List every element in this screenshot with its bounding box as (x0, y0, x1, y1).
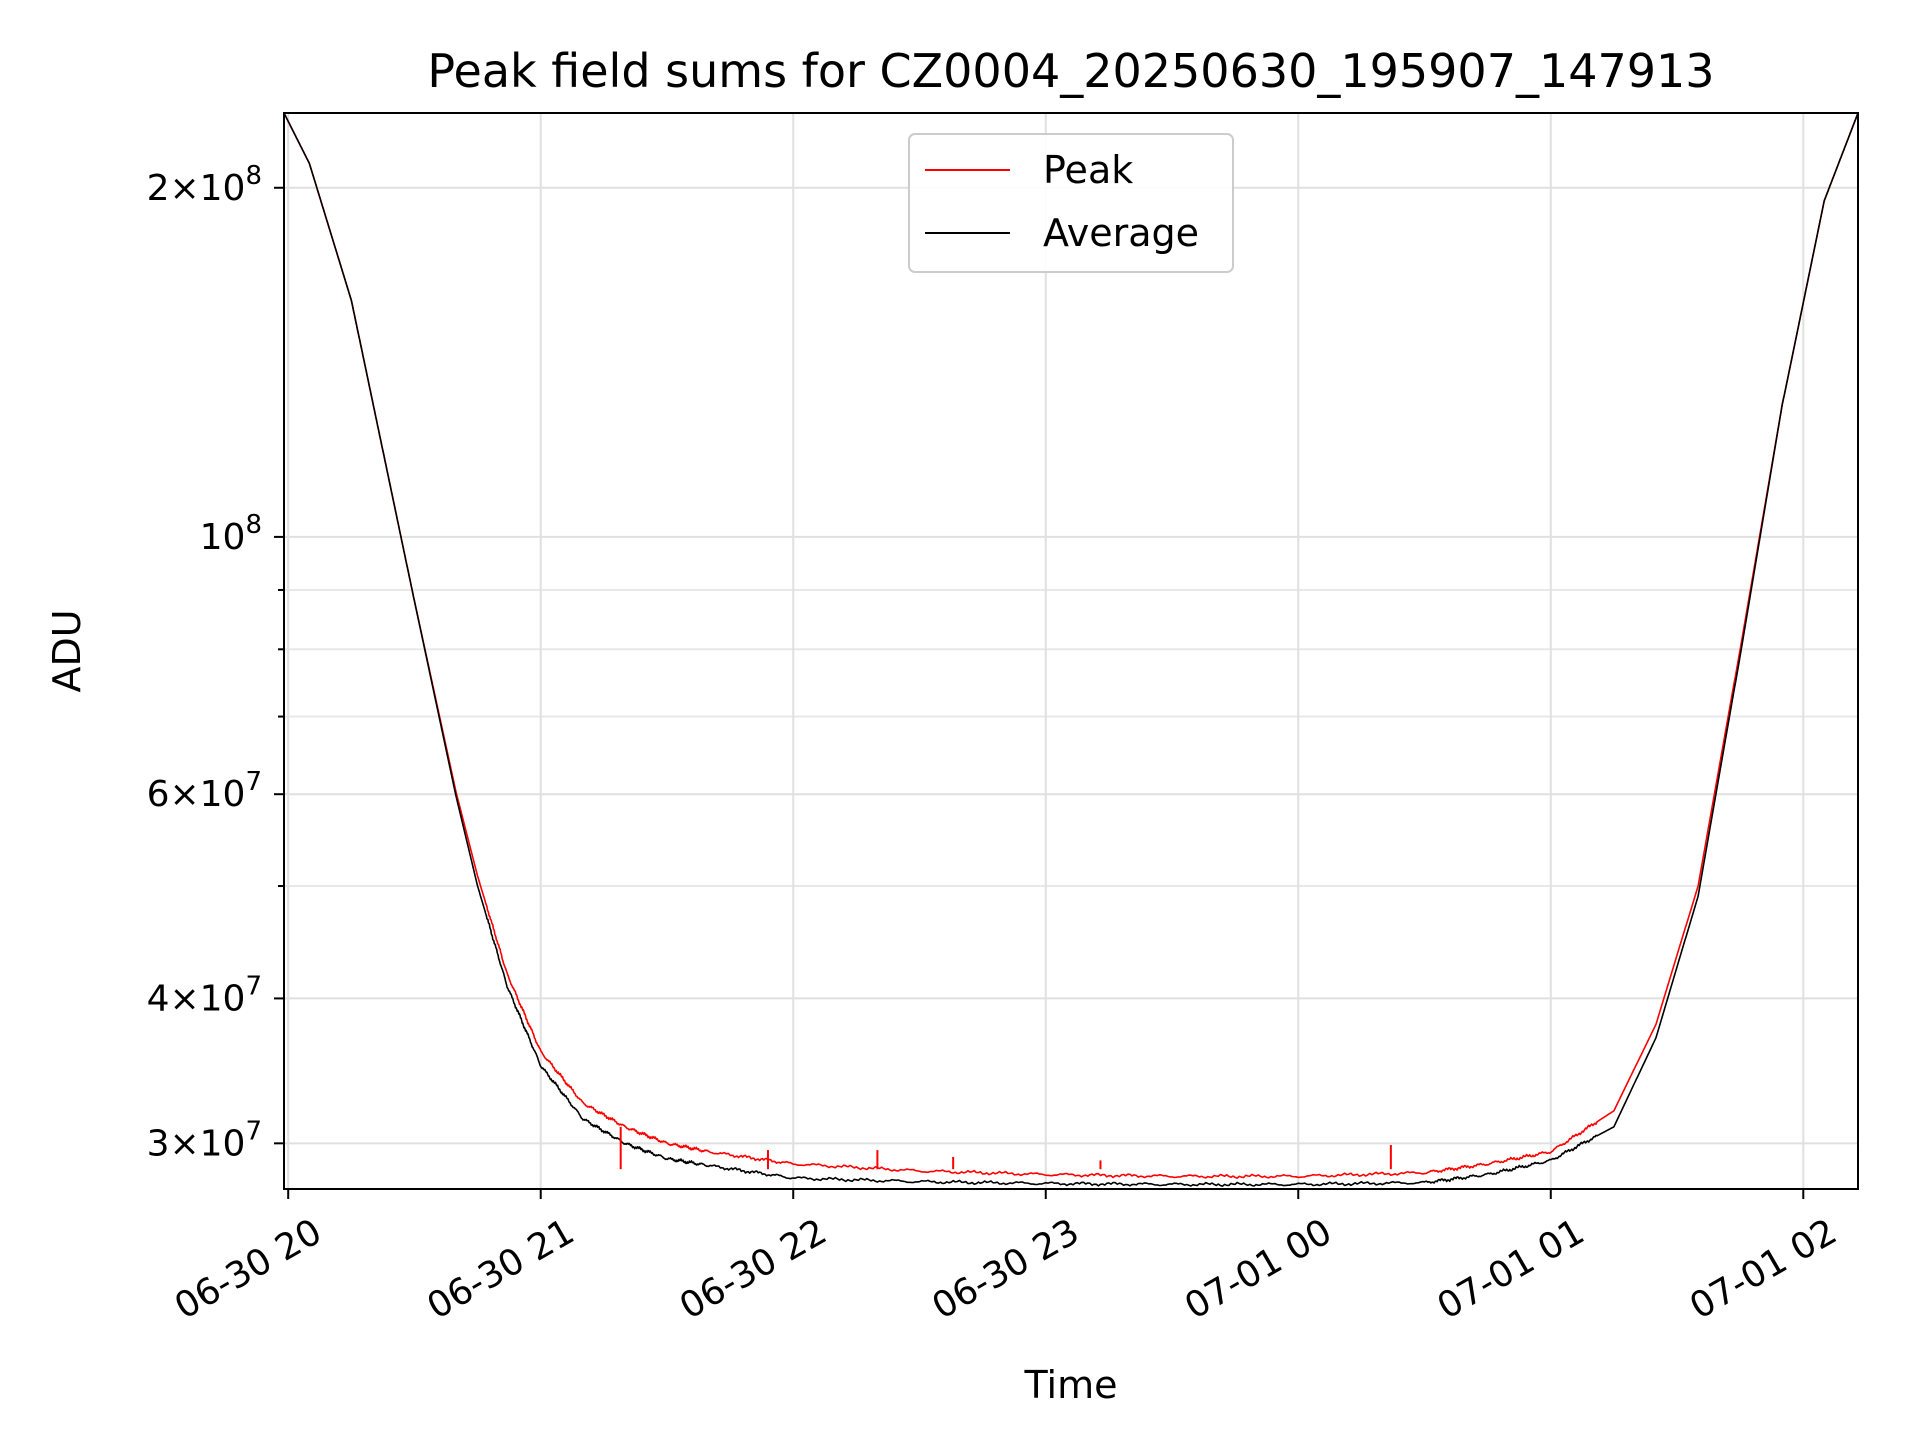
y-tick-label: 4×107 (147, 971, 262, 1019)
plot-frame (283, 112, 1859, 1190)
y-tick-label: 2×108 (147, 161, 262, 209)
y-axis-ticks: 2×108 108 6×107 4×107 3×107 (147, 161, 284, 1164)
legend: Peak Average (908, 133, 1234, 273)
y-tick-label: 3×107 (147, 1116, 262, 1164)
y-tick-label: 6×107 (147, 767, 262, 815)
legend-label-peak: Peak (1043, 148, 1133, 192)
grid (284, 113, 1858, 1189)
y-axis-label: ADU (45, 609, 89, 692)
series-line-average (283, 112, 1859, 1187)
series-lines (283, 112, 1859, 1187)
series-line-peak (283, 112, 1859, 1179)
legend-label-average: Average (1043, 211, 1199, 255)
legend-box (908, 133, 1234, 273)
chart-title: Peak field sums for CZ0004_20250630_1959… (427, 44, 1714, 98)
y-tick-label: 108 (200, 510, 262, 558)
x-axis-label: Time (1024, 1363, 1118, 1407)
